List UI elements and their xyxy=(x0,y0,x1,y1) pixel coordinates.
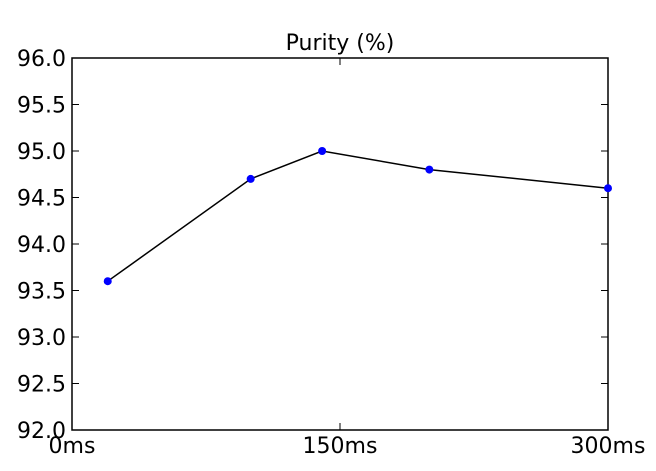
plot-frame xyxy=(71,57,609,431)
y-tick-label: 93.5 xyxy=(17,280,66,305)
y-tick-label: 92.0 xyxy=(17,419,66,444)
series-line xyxy=(107,150,609,282)
chart-title: Purity (%) xyxy=(286,31,395,56)
y-tick-label: 96.0 xyxy=(17,47,66,72)
data-point xyxy=(103,277,112,286)
y-tick-label: 95.0 xyxy=(17,140,66,165)
data-point xyxy=(604,184,612,193)
x-axis: 0ms 150ms 300ms xyxy=(49,58,646,459)
y-axis: 92.0 92.5 93.0 93.5 94.0 94.5 95.0 95.5 96.0 xyxy=(17,47,608,444)
data-point xyxy=(318,147,327,155)
y-tick-label: 94.0 xyxy=(17,233,66,258)
y-tick-label: 95.5 xyxy=(17,94,66,119)
y-tick-label: 92.5 xyxy=(17,373,66,398)
series-layer xyxy=(103,147,612,286)
data-point xyxy=(246,174,255,183)
x-tick-label: 150ms xyxy=(303,434,378,459)
data-point xyxy=(425,165,434,174)
y-tick-label: 94.5 xyxy=(17,187,66,212)
y-tick-label: 93.0 xyxy=(17,326,66,351)
x-tick-label: 300ms xyxy=(571,434,646,459)
x-tick-label: 0ms xyxy=(49,434,96,459)
